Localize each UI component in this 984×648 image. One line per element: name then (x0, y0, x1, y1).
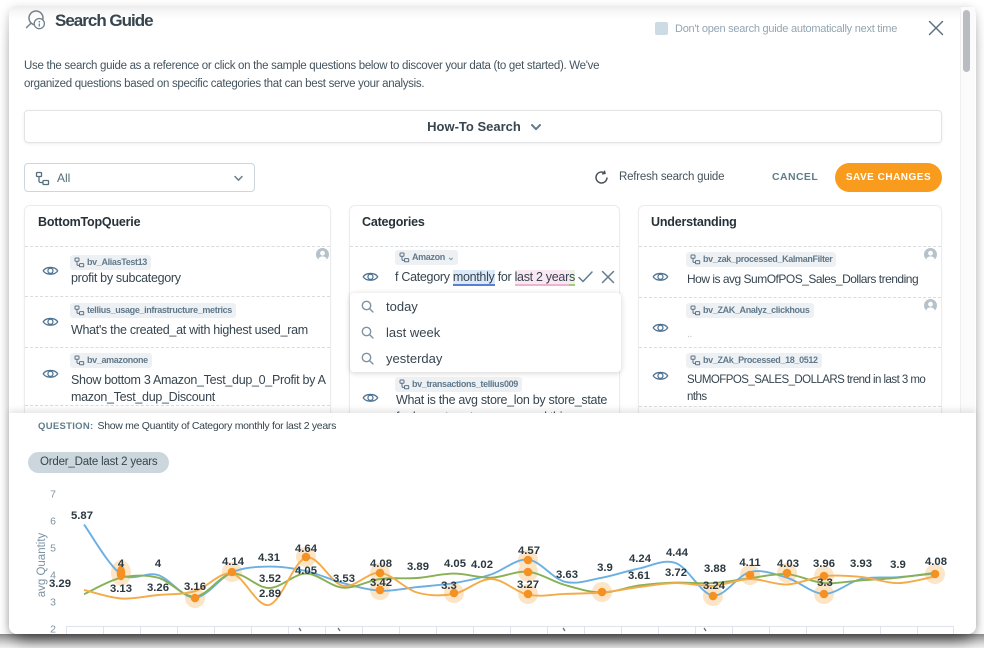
svg-text:3.61: 3.61 (628, 570, 650, 582)
svg-text:7: 7 (50, 489, 56, 501)
svg-text:2.89: 2.89 (259, 588, 281, 600)
svg-text:3.3: 3.3 (817, 577, 833, 589)
svg-text:4.05: 4.05 (444, 558, 466, 570)
svg-text:3.96: 3.96 (813, 558, 835, 570)
svg-text:4.57: 4.57 (518, 545, 540, 557)
svg-text:3.89: 3.89 (407, 561, 429, 573)
svg-text:3.42: 3.42 (370, 577, 392, 589)
svg-text:4.03: 4.03 (777, 558, 799, 570)
svg-text:4.11: 4.11 (739, 557, 760, 569)
svg-text:3.24: 3.24 (703, 580, 726, 592)
svg-text:2: 2 (50, 624, 56, 635)
svg-text:3.63: 3.63 (556, 569, 578, 581)
svg-text:4.24: 4.24 (629, 553, 652, 565)
svg-text:3.16: 3.16 (184, 581, 206, 593)
svg-text:4.05: 4.05 (295, 565, 317, 577)
svg-text:3.3: 3.3 (441, 580, 457, 592)
svg-text:4.64: 4.64 (295, 543, 318, 555)
svg-text:3.53: 3.53 (333, 573, 355, 585)
svg-text:3.13: 3.13 (110, 583, 132, 595)
svg-text:avg Quantity: avg Quantity (36, 532, 48, 597)
svg-text:4: 4 (118, 558, 125, 570)
svg-text:5: 5 (50, 543, 56, 555)
svg-text:4: 4 (50, 570, 56, 582)
svg-text:3.72: 3.72 (665, 567, 687, 579)
svg-text:4.08: 4.08 (370, 558, 392, 570)
svg-text:3.26: 3.26 (147, 582, 169, 594)
svg-text:3.29: 3.29 (49, 578, 71, 590)
svg-text:3.9: 3.9 (597, 562, 613, 574)
svg-text:4.02: 4.02 (471, 559, 493, 571)
svg-text:3.9: 3.9 (890, 559, 906, 571)
svg-text:4.44: 4.44 (666, 547, 689, 559)
svg-text:4.14: 4.14 (222, 556, 245, 568)
svg-text:3.93: 3.93 (850, 558, 872, 570)
svg-text:4.08: 4.08 (925, 556, 947, 568)
svg-text:3: 3 (50, 597, 56, 609)
svg-text:5.87: 5.87 (71, 510, 93, 522)
svg-text:6: 6 (50, 516, 56, 528)
svg-text:3.88: 3.88 (704, 563, 726, 575)
svg-text:4: 4 (155, 558, 162, 570)
svg-text:3.52: 3.52 (259, 573, 281, 585)
svg-text:3.27: 3.27 (517, 579, 539, 591)
svg-text:4.31: 4.31 (258, 552, 280, 564)
